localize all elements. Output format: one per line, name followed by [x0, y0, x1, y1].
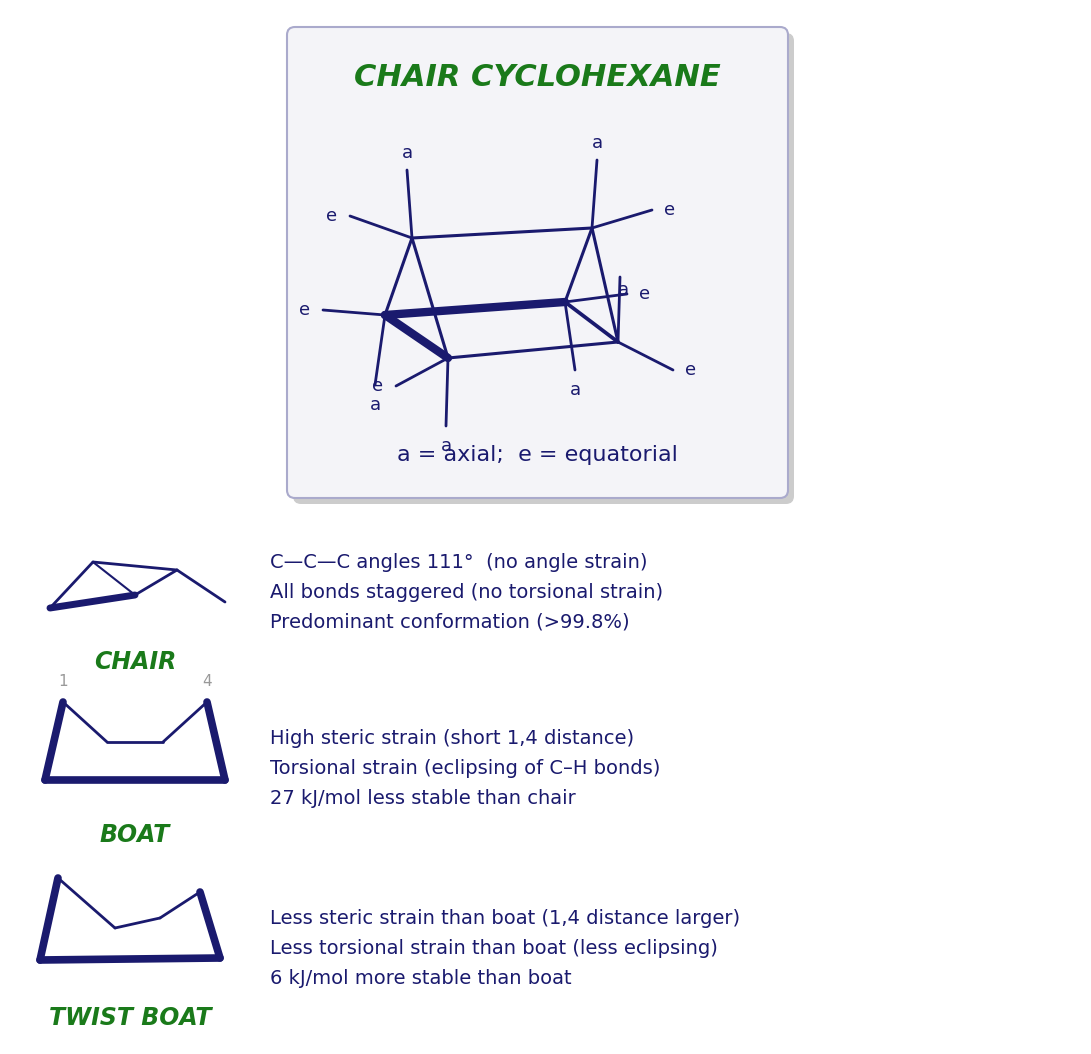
Text: 4: 4: [202, 675, 212, 689]
Text: a: a: [618, 281, 628, 299]
Text: 1: 1: [58, 675, 68, 689]
Text: CHAIR: CHAIR: [94, 650, 176, 674]
Text: Predominant conformation (>99.8%): Predominant conformation (>99.8%): [269, 612, 630, 631]
Text: CHAIR CYCLOHEXANE: CHAIR CYCLOHEXANE: [355, 62, 721, 92]
FancyBboxPatch shape: [293, 33, 794, 504]
Text: Less torsional strain than boat (less eclipsing): Less torsional strain than boat (less ec…: [269, 938, 718, 957]
Text: a: a: [370, 396, 381, 414]
Text: a: a: [441, 437, 452, 455]
FancyBboxPatch shape: [287, 27, 788, 497]
Text: a = axial;  e = equatorial: a = axial; e = equatorial: [397, 445, 678, 465]
Text: e: e: [326, 207, 337, 225]
Text: e: e: [372, 377, 384, 395]
Text: a: a: [591, 134, 602, 152]
Text: Less steric strain than boat (1,4 distance larger): Less steric strain than boat (1,4 distan…: [269, 909, 740, 928]
Text: 6 kJ/mol more stable than boat: 6 kJ/mol more stable than boat: [269, 969, 572, 988]
Text: All bonds staggered (no torsional strain): All bonds staggered (no torsional strain…: [269, 583, 663, 602]
Text: High steric strain (short 1,4 distance): High steric strain (short 1,4 distance): [269, 728, 634, 747]
Text: 27 kJ/mol less stable than chair: 27 kJ/mol less stable than chair: [269, 788, 576, 807]
Text: e: e: [685, 362, 696, 379]
Text: BOAT: BOAT: [100, 823, 170, 847]
Text: a: a: [570, 380, 580, 399]
Text: e: e: [299, 301, 311, 319]
Text: Torsional strain (eclipsing of C–H bonds): Torsional strain (eclipsing of C–H bonds…: [269, 759, 660, 778]
Text: a: a: [401, 144, 412, 162]
Text: TWIST BOAT: TWIST BOAT: [49, 1006, 212, 1030]
Text: C—C—C angles 111°  (no angle strain): C—C—C angles 111° (no angle strain): [269, 552, 647, 571]
Text: e: e: [664, 201, 675, 219]
Text: e: e: [639, 285, 650, 302]
